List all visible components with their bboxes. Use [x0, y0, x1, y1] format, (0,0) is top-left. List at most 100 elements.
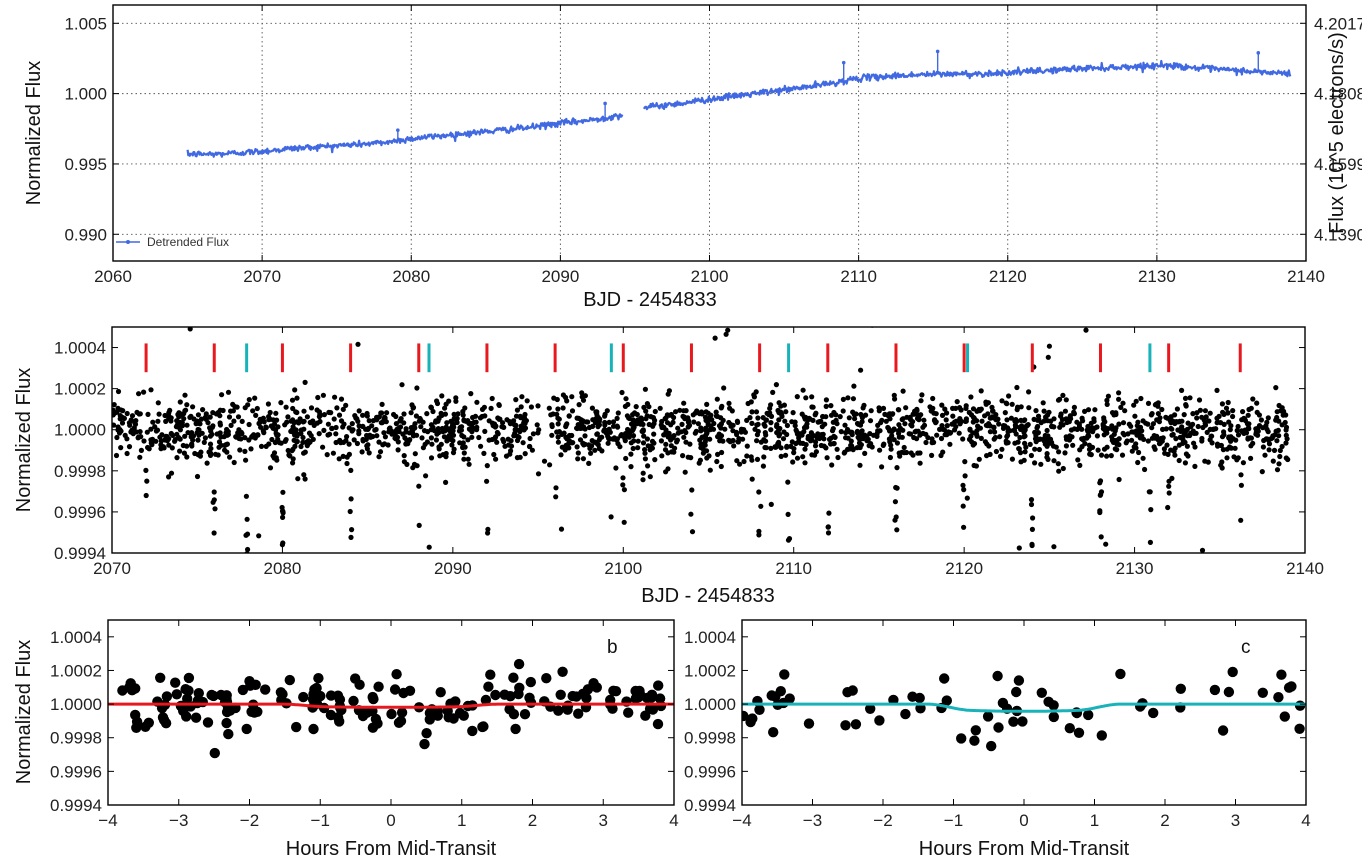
folded-flux-point — [986, 740, 997, 752]
detrended-flux-point — [343, 438, 349, 444]
folded-flux-point — [508, 709, 520, 720]
detrended-flux-point — [438, 441, 444, 447]
detrended-flux-point — [785, 511, 791, 517]
detrended-flux-point — [820, 431, 826, 437]
detrended-flux-point — [175, 424, 181, 430]
detrended-flux-point — [1205, 459, 1211, 465]
y-tick-label: 1.0004 — [684, 628, 736, 647]
detrended-flux-point — [1145, 438, 1151, 444]
detrended-flux-point — [1265, 429, 1271, 435]
detrended-flux-point — [1175, 427, 1181, 433]
detrended-flux-point — [364, 410, 370, 417]
detrended-flux-point — [620, 475, 626, 481]
detrended-flux-point — [168, 415, 174, 421]
detrended-flux-point — [485, 530, 491, 536]
y-tick-label: 1.0000 — [54, 421, 106, 440]
detrended-flux-point — [485, 526, 491, 532]
detrended-flux-point — [760, 415, 766, 421]
detrended-flux-point — [1071, 404, 1077, 410]
detrended-flux-point — [647, 443, 654, 449]
detrended-flux-point — [351, 437, 357, 443]
detrended-flux-point — [294, 438, 300, 445]
folded-flux-point — [519, 709, 531, 720]
detrended-flux-point — [843, 435, 849, 441]
detrended-flux-point — [172, 438, 178, 444]
detrended-flux-point — [450, 450, 457, 456]
folded-flux-point — [1013, 675, 1025, 686]
detrended-flux-point — [1019, 423, 1025, 429]
detrended-flux-point — [999, 446, 1005, 452]
planet-c-transit-model — [742, 702, 1306, 713]
detrended-flux-point — [574, 415, 580, 421]
detrended-flux-point — [685, 454, 691, 460]
detrended-flux-point — [754, 422, 760, 428]
detrended-flux-point — [1035, 430, 1041, 436]
detrended-flux-point — [720, 438, 726, 444]
x-tick-label: 2 — [528, 811, 537, 830]
detrended-flux-point — [270, 417, 276, 423]
detrended-flux-point — [725, 327, 731, 333]
detrended-flux-point — [599, 448, 605, 454]
detrended-flux-point — [1045, 354, 1051, 360]
detrended-flux-point — [645, 463, 651, 469]
detrended-flux-point — [1014, 384, 1020, 391]
detrended-flux-point — [778, 453, 784, 459]
detrended-flux-point — [1266, 447, 1272, 453]
folded-flux-point — [1011, 686, 1022, 698]
detrended-flux-point — [287, 453, 293, 459]
detrended-flux-point — [314, 407, 320, 413]
detrended-flux-point — [378, 410, 384, 416]
detrended-flux-point — [1111, 412, 1117, 418]
detrended-flux-point — [1254, 400, 1260, 406]
detrended-flux-point — [663, 441, 669, 447]
detrended-flux-point — [420, 445, 426, 451]
detrended-flux-point — [877, 447, 883, 453]
detrended-flux-point — [970, 419, 976, 425]
detrended-flux-point — [643, 408, 649, 414]
detrended-flux-point — [436, 446, 442, 452]
detrended-flux-point — [558, 452, 564, 458]
detrended-flux-point — [1118, 404, 1124, 410]
detrended-flux-point — [776, 433, 782, 439]
detrended-flux-point — [934, 432, 940, 438]
detrended-flux-point — [1188, 430, 1194, 436]
folded-flux-point — [485, 669, 496, 680]
y-tick-label: 0.9994 — [50, 796, 102, 815]
x-tick-label: −2 — [240, 811, 259, 830]
detrended-flux-point — [712, 335, 718, 341]
detrended-flux-point — [365, 426, 371, 432]
detrended-flux-point — [961, 487, 967, 493]
detrended-flux-point — [604, 408, 610, 414]
detrended-flux-point — [350, 427, 356, 433]
detrended-flux-point — [781, 402, 788, 408]
detrended-flux-point — [590, 417, 596, 423]
detrended-flux-point — [1009, 401, 1015, 407]
detrended-flux-point — [199, 430, 205, 436]
detrended-flux-point — [1009, 456, 1016, 462]
detrended-flux-point — [755, 428, 761, 435]
detrended-flux-point — [1116, 390, 1122, 396]
detrended-flux-point — [582, 433, 588, 439]
detrended-flux-point — [522, 451, 528, 457]
detrended-flux-point — [1199, 438, 1205, 444]
detrended-flux-point — [862, 450, 868, 456]
detrended-flux-point — [1225, 399, 1231, 406]
folded-flux-point — [555, 689, 566, 700]
detrended-flux-point — [681, 434, 687, 440]
detrended-flux-point — [623, 396, 629, 402]
detrended-flux-point — [962, 459, 968, 465]
detrended-flux-point — [760, 463, 767, 469]
detrended-flux-point — [395, 447, 401, 453]
detrended-flux-point — [585, 419, 591, 425]
detrended-flux-point — [492, 435, 498, 441]
detrended-flux-point — [1140, 455, 1146, 461]
detrended-flux-point — [412, 451, 418, 457]
detrended-flux-point — [778, 445, 784, 451]
y-tick-label: 0.9998 — [684, 729, 736, 748]
detrended-flux-point — [442, 411, 448, 417]
detrended-flux-point — [714, 413, 721, 419]
detrended-flux-point — [534, 422, 540, 428]
detrended-flux-point — [1239, 428, 1245, 434]
detrended-flux-point — [705, 420, 711, 426]
detrended-flux-point — [1095, 447, 1101, 453]
